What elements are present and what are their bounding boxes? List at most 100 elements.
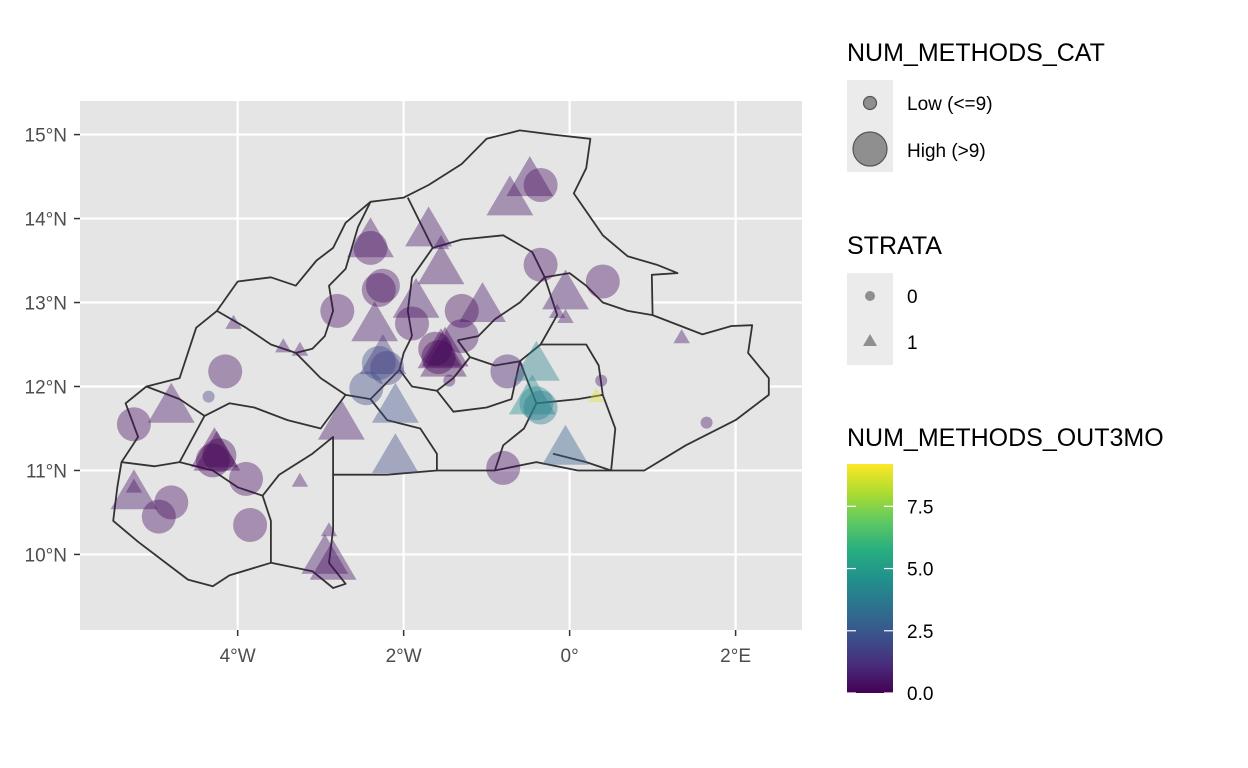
region-border-10 <box>261 436 334 497</box>
data-point-32 <box>359 334 407 375</box>
region-border-7 <box>146 385 347 430</box>
data-point-31 <box>361 346 396 380</box>
x-tick-labels: 4°W 2°W 0° 2°E <box>220 646 751 667</box>
data-point-3 <box>405 206 452 247</box>
y-tick-label-2: 12°N <box>25 377 67 398</box>
country-outline <box>112 129 770 589</box>
data-point-34 <box>349 371 384 406</box>
legend-size-title: NUM_METHODS_CAT <box>847 39 1105 67</box>
data-point-28 <box>421 326 469 367</box>
data-point-60 <box>110 469 158 510</box>
data-point-40 <box>508 374 556 415</box>
y-tick-label-0: 10°N <box>25 545 67 566</box>
data-point-35 <box>371 382 419 423</box>
data-point-33 <box>370 351 405 385</box>
y-tick-label-3: 13°N <box>25 294 67 315</box>
data-point-59 <box>125 478 143 493</box>
region-border-3 <box>544 272 653 316</box>
data-point-25 <box>291 341 309 356</box>
axis-ticks <box>74 133 737 636</box>
data-point-37 <box>490 354 525 389</box>
x-tick-label-0: 4°W <box>220 646 256 667</box>
region-border-6 <box>216 310 401 400</box>
data-point-24 <box>275 338 292 353</box>
data-point-51 <box>202 438 237 473</box>
y-tick-label-5: 15°N <box>25 126 67 147</box>
data-point-1 <box>486 175 534 216</box>
data-point-16 <box>444 293 479 328</box>
data-point-57 <box>229 461 263 496</box>
region-border-8 <box>121 415 206 468</box>
legend-shape-title: STRATA <box>847 232 942 260</box>
data-point-30 <box>420 336 467 377</box>
legend-color-title: NUM_METHODS_OUT3MO <box>847 424 1164 452</box>
data-point-22 <box>225 314 242 329</box>
region-border-1 <box>295 201 372 354</box>
data-point-39 <box>519 386 554 421</box>
data-point-20 <box>548 303 566 318</box>
legend-color-bar <box>847 464 893 693</box>
data-point-14 <box>320 293 355 328</box>
data-point-29 <box>418 331 453 366</box>
data-point-49 <box>700 416 713 429</box>
y-tick-label-1: 11°N <box>26 461 67 482</box>
region-border-11 <box>369 398 438 471</box>
data-point-62 <box>141 499 176 534</box>
data-point-47 <box>202 390 215 403</box>
region-borders <box>121 197 653 563</box>
data-point-50 <box>191 427 238 468</box>
data-point-61 <box>154 485 189 520</box>
data-point-58 <box>291 472 309 487</box>
data-points <box>110 156 713 580</box>
region-border-0 <box>406 197 434 337</box>
colorbar-label-1: 2.5 <box>907 622 933 643</box>
legend-shape-key-triangle <box>863 334 877 346</box>
legend-size-key-high <box>852 131 888 167</box>
colorbar-label-2: 5.0 <box>907 560 933 581</box>
region-border-16 <box>552 452 612 472</box>
legend-shape: STRATA 0 1 <box>847 232 942 365</box>
region-border-12 <box>436 361 521 413</box>
data-point-41 <box>523 390 558 425</box>
legend-size-key-low <box>862 95 878 111</box>
y-tick-labels: 10°N 11°N 12°N 13°N 14°N 15°N <box>25 126 67 567</box>
data-point-48 <box>318 399 365 440</box>
region-border-15 <box>540 343 604 396</box>
x-tick-label-3: 2°E <box>720 646 751 667</box>
data-point-56 <box>486 450 521 485</box>
data-point-43 <box>595 374 608 387</box>
data-point-53 <box>193 430 241 471</box>
colorbar-label-0: 0.0 <box>907 684 933 705</box>
data-point-6 <box>347 217 394 258</box>
data-point-42 <box>443 374 456 387</box>
data-point-8 <box>523 247 558 282</box>
data-point-5 <box>353 230 388 265</box>
map-panel <box>80 101 802 630</box>
data-point-65 <box>301 534 349 574</box>
data-point-7 <box>417 244 465 285</box>
region-border-13 <box>494 360 538 471</box>
data-point-45 <box>147 382 195 423</box>
legend-shape-label-1: 1 <box>907 333 918 354</box>
legend-size-label-low: Low (<=9) <box>907 94 993 115</box>
data-point-38 <box>513 340 560 381</box>
legend-size-label-high: High (>9) <box>907 141 986 162</box>
data-point-44 <box>587 387 605 402</box>
data-point-36 <box>208 354 243 389</box>
data-point-4 <box>432 235 450 250</box>
data-point-10 <box>542 269 589 310</box>
data-point-21 <box>557 308 574 323</box>
legend-size: NUM_METHODS_CAT Low (<=9) High (>9) <box>847 39 1105 172</box>
data-point-2 <box>506 156 554 197</box>
data-point-63 <box>233 508 268 542</box>
data-point-46 <box>116 407 151 442</box>
legend-color-ticks: 0.0 2.5 5.0 7.5 <box>847 497 933 705</box>
y-tick-label-4: 14°N <box>25 210 67 231</box>
data-point-52 <box>195 443 230 478</box>
data-point-17 <box>351 301 398 342</box>
data-point-66 <box>309 539 357 580</box>
data-point-18 <box>395 306 429 341</box>
x-tick-label-1: 2°W <box>386 646 422 667</box>
data-point-23 <box>673 329 690 344</box>
